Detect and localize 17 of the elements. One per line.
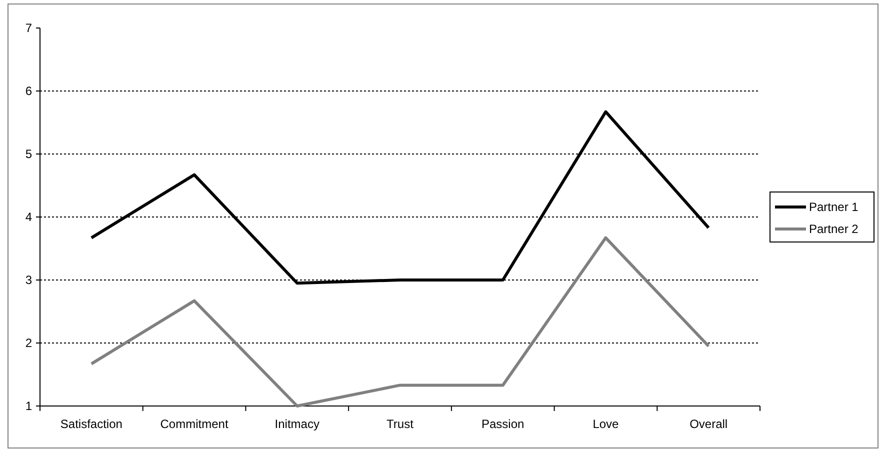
legend-label: Partner 1 (809, 200, 859, 214)
y-tick-label: 5 (25, 147, 32, 162)
y-tick-label: 7 (25, 21, 32, 36)
y-tick-label: 4 (25, 210, 32, 224)
x-tick-label: Love (592, 417, 620, 431)
x-tick-label: Overall (690, 417, 728, 431)
x-tick-label: Satisfaction (60, 417, 122, 431)
y-tick-label: 2 (25, 336, 32, 350)
x-tick-label: Passion (482, 417, 524, 431)
y-tick-label: 1 (25, 399, 32, 414)
line-series (90, 236, 710, 408)
x-tick-label: Trust (386, 417, 414, 431)
x-tick-label: Commitment (160, 417, 229, 431)
y-tick-label: 3 (25, 273, 32, 288)
legend-label: Partner 2 (809, 222, 859, 236)
y-tick-label: 6 (25, 84, 32, 98)
x-tick-label: Initmacy (274, 417, 320, 431)
